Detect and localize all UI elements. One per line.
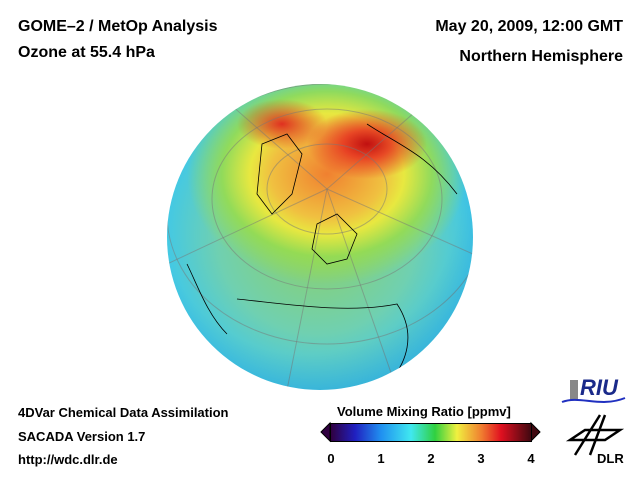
title: GOME–2 / MetOp Analysis [18, 18, 218, 35]
colorbar-tick: 3 [477, 451, 485, 466]
coastlines [186, 123, 458, 385]
subtitle: Ozone at 55.4 hPa [18, 44, 155, 61]
region: Northern Hemisphere [459, 48, 623, 65]
date: May 20, 2009, 12:00 GMT [435, 18, 623, 35]
colorbar-tick: 0 [327, 451, 335, 466]
colorbar-title: Volume Mixing Ratio [ppmv] [337, 404, 511, 419]
version-label: SACADA Version 1.7 [18, 429, 146, 444]
graticule [167, 84, 473, 390]
colorbar-tick: 4 [527, 451, 535, 466]
ozone-globe-map [167, 84, 473, 390]
method-label: 4DVar Chemical Data Assimilation [18, 405, 229, 420]
colorbar-tick: 1 [377, 451, 385, 466]
colorbar-tick: 2 [427, 451, 435, 466]
colorbar [330, 423, 532, 442]
url-link[interactable]: http://wdc.dlr.de [18, 452, 118, 467]
